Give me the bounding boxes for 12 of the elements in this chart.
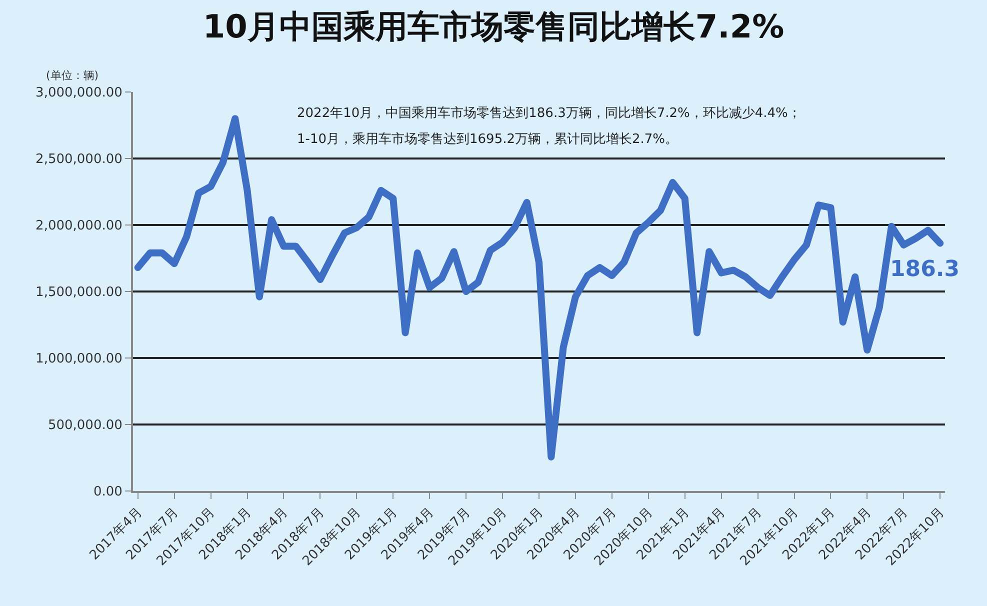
y-tick-label: 1,500,000.00 <box>36 285 122 300</box>
y-axis-title: (单位：辆) <box>46 69 99 82</box>
y-tick-label: 1,000,000.00 <box>36 352 122 367</box>
y-tick-label: 0.00 <box>93 484 122 500</box>
chart-title: 10月中国乘用车市场零售同比增长7.2% <box>202 8 784 46</box>
y-tick-label: 500,000.00 <box>48 418 122 434</box>
y-tick-label: 2,000,000.00 <box>36 218 122 234</box>
y-tick-label: 2,500,000.00 <box>36 152 122 168</box>
annotation: 1-10月，乘用车市场零售达到1695.2万辆，累计同比增长2.7%。 <box>297 132 678 147</box>
annotation: 186.3 <box>890 257 960 282</box>
annotation: 2022年10月，中国乘用车市场零售达到186.3万辆，同比增长7.2%，环比减少4.4%； <box>297 106 801 121</box>
y-tick-label: 3,000,000.00 <box>36 86 122 101</box>
